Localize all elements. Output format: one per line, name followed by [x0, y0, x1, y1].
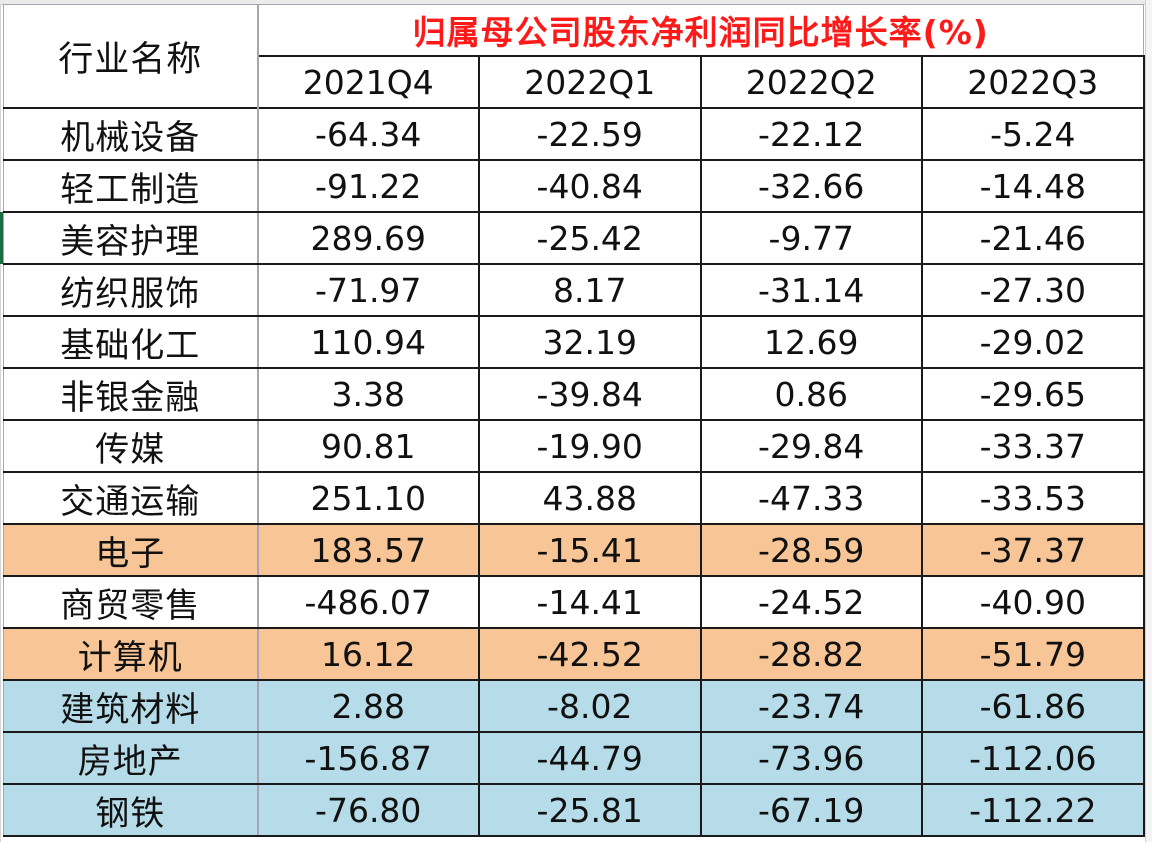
industry-name-cell[interactable]: 传媒 [3, 419, 259, 473]
table-row: 钢铁 -76.80 -25.81 -67.19 -112.22 [3, 783, 1145, 837]
growth-value-cell[interactable]: -112.06 [921, 731, 1145, 785]
header-row-group: 行业名称 归属母公司股东净利润同比增长率(%) [3, 4, 1145, 109]
growth-value-cell[interactable]: -42.52 [478, 627, 702, 681]
growth-value-cell[interactable]: -61.86 [921, 679, 1145, 733]
growth-value-cell[interactable]: -28.59 [699, 523, 923, 577]
growth-value-cell[interactable]: -67.19 [699, 783, 923, 837]
header-row-periods: 2021Q4 2022Q1 2022Q2 2022Q3 [4, 55, 1145, 109]
growth-value-cell[interactable]: -23.74 [699, 679, 923, 733]
industry-name-cell[interactable]: 轻工制造 [3, 159, 259, 213]
growth-value-cell[interactable]: -76.80 [256, 783, 480, 837]
growth-value-cell[interactable]: 183.57 [256, 523, 480, 577]
growth-value-cell[interactable]: -29.02 [921, 315, 1145, 369]
growth-value-cell[interactable]: -71.97 [256, 263, 480, 317]
table-row: 商贸零售 -486.07 -14.41 -24.52 -40.90 [3, 575, 1145, 629]
table-row: 非银金融 3.38 -39.84 0.86 -29.65 [3, 367, 1145, 421]
growth-value-cell[interactable]: -19.90 [478, 419, 702, 473]
growth-value-cell[interactable]: -29.84 [699, 419, 923, 473]
growth-value-cell[interactable]: -47.33 [699, 471, 923, 525]
industry-name-header[interactable]: 行业名称 [3, 4, 259, 109]
growth-value-cell[interactable]: -39.84 [478, 367, 702, 421]
table-row: 电子 183.57 -15.41 -28.59 -37.37 [3, 523, 1145, 577]
growth-value-cell[interactable]: -31.14 [699, 263, 923, 317]
growth-value-cell[interactable]: -32.66 [699, 159, 923, 213]
industry-name-cell[interactable]: 基础化工 [3, 315, 259, 369]
table-row: 建筑材料 2.88 -8.02 -23.74 -61.86 [3, 679, 1145, 733]
growth-value-cell[interactable]: 251.10 [256, 471, 480, 525]
table-row: 计算机 16.12 -42.52 -28.82 -51.79 [3, 627, 1145, 681]
industry-name-cell[interactable]: 房地产 [3, 731, 259, 785]
industry-name-cell[interactable]: 美容护理 [3, 211, 259, 265]
growth-value-cell[interactable]: -29.65 [921, 367, 1145, 421]
table-body: 机械设备 -64.34 -22.59 -22.12 -5.24 轻工制造 -91.22 -40… [3, 107, 1145, 837]
table-row: 传媒 90.81 -19.90 -29.84 -33.37 [3, 419, 1145, 473]
growth-value-cell[interactable]: -22.59 [478, 107, 702, 161]
growth-value-cell[interactable]: 32.19 [478, 315, 702, 369]
growth-value-cell[interactable]: -15.41 [478, 523, 702, 577]
table-row: 房地产 -156.87 -44.79 -73.96 -112.06 [3, 731, 1145, 785]
growth-value-cell[interactable]: 0.86 [699, 367, 923, 421]
table-row: 基础化工 110.94 32.19 12.69 -29.02 [3, 315, 1145, 369]
growth-value-cell[interactable]: -156.87 [256, 731, 480, 785]
table-row: 轻工制造 -91.22 -40.84 -32.66 -14.48 [3, 159, 1145, 213]
growth-value-cell[interactable]: 43.88 [478, 471, 702, 525]
active-row-marker [0, 212, 3, 264]
period-header-2022q2[interactable]: 2022Q2 [699, 55, 923, 109]
industry-name-cell[interactable]: 钢铁 [3, 783, 259, 837]
growth-value-cell[interactable]: 110.94 [256, 315, 480, 369]
growth-value-cell[interactable]: -14.48 [921, 159, 1145, 213]
growth-value-cell[interactable]: -21.46 [921, 211, 1145, 265]
growth-value-cell[interactable]: -40.90 [921, 575, 1145, 629]
period-header-2022q1[interactable]: 2022Q1 [478, 55, 702, 109]
growth-value-cell[interactable]: -28.82 [699, 627, 923, 681]
table-row: 美容护理 289.69 -25.42 -9.77 -21.46 [3, 211, 1145, 265]
growth-value-cell[interactable]: -33.37 [921, 419, 1145, 473]
growth-value-cell[interactable]: -73.96 [699, 731, 923, 785]
growth-value-cell[interactable]: -37.37 [921, 523, 1145, 577]
industry-name-cell[interactable]: 计算机 [3, 627, 259, 681]
sheet-right-gridline [1145, 0, 1152, 842]
growth-value-cell[interactable]: 289.69 [256, 211, 480, 265]
growth-value-cell[interactable]: -5.24 [921, 107, 1145, 161]
industry-name-cell[interactable]: 非银金融 [3, 367, 259, 421]
growth-value-cell[interactable]: -27.30 [921, 263, 1145, 317]
industry-name-cell[interactable]: 机械设备 [3, 107, 259, 161]
profit-growth-table: 行业名称 归属母公司股东净利润同比增长率(%) 2021Q4 2022Q1 20… [3, 4, 1145, 837]
growth-value-cell[interactable]: -51.79 [921, 627, 1145, 681]
growth-value-cell[interactable]: 2.88 [256, 679, 480, 733]
growth-value-cell[interactable]: 3.38 [256, 367, 480, 421]
growth-value-cell[interactable]: 12.69 [699, 315, 923, 369]
period-header-2021q4[interactable]: 2021Q4 [256, 55, 480, 109]
table-row: 机械设备 -64.34 -22.59 -22.12 -5.24 [3, 107, 1145, 161]
industry-name-cell[interactable]: 商贸零售 [3, 575, 259, 629]
metric-group-header[interactable]: 归属母公司股东净利润同比增长率(%) [256, 4, 1145, 57]
industry-name-cell[interactable]: 电子 [3, 523, 259, 577]
growth-value-cell[interactable]: -33.53 [921, 471, 1145, 525]
growth-value-cell[interactable]: -486.07 [256, 575, 480, 629]
table-row: 交通运输 251.10 43.88 -47.33 -33.53 [3, 471, 1145, 525]
growth-value-cell[interactable]: -25.42 [478, 211, 702, 265]
growth-value-cell[interactable]: 8.17 [478, 263, 702, 317]
period-header-2022q3[interactable]: 2022Q3 [921, 55, 1145, 109]
growth-value-cell[interactable]: -25.81 [478, 783, 702, 837]
table-row: 纺织服饰 -71.97 8.17 -31.14 -27.30 [3, 263, 1145, 317]
growth-value-cell[interactable]: 90.81 [256, 419, 480, 473]
growth-value-cell[interactable]: -91.22 [256, 159, 480, 213]
growth-value-cell[interactable]: -44.79 [478, 731, 702, 785]
industry-name-cell[interactable]: 纺织服饰 [3, 263, 259, 317]
industry-name-cell[interactable]: 交通运输 [3, 471, 259, 525]
industry-name-cell[interactable]: 建筑材料 [3, 679, 259, 733]
growth-value-cell[interactable]: -14.41 [478, 575, 702, 629]
growth-value-cell[interactable]: 16.12 [256, 627, 480, 681]
growth-value-cell[interactable]: -22.12 [699, 107, 923, 161]
growth-value-cell[interactable]: -40.84 [478, 159, 702, 213]
growth-value-cell[interactable]: -9.77 [699, 211, 923, 265]
growth-value-cell[interactable]: -24.52 [699, 575, 923, 629]
growth-value-cell[interactable]: -64.34 [256, 107, 480, 161]
growth-value-cell[interactable]: -8.02 [478, 679, 702, 733]
growth-value-cell[interactable]: -112.22 [921, 783, 1145, 837]
